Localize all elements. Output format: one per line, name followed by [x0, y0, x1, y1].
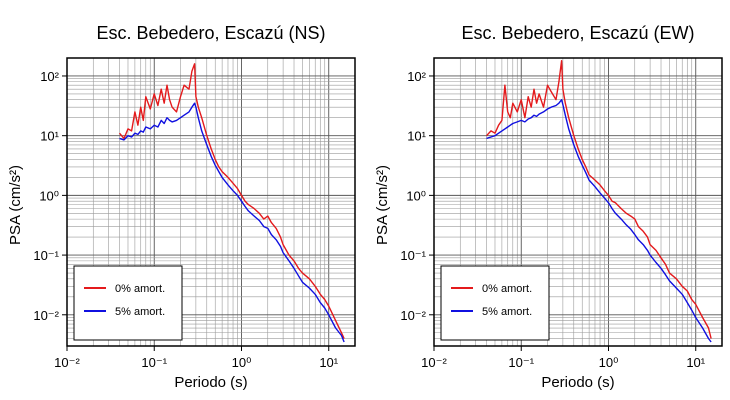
x-axis-label: Periodo (s)	[174, 374, 247, 391]
legend-box	[440, 265, 550, 341]
legend-label-1: 5% amort.	[482, 306, 532, 318]
y-tick-label: 10⁰	[406, 188, 426, 203]
plot-frame	[433, 57, 723, 347]
y-tick-label: 10⁻¹	[33, 248, 59, 263]
y-axis-label: PSA (cm/s²)	[7, 165, 24, 245]
chart-panel-ew: Esc. Bebedero, Escazú (EW) 10⁻² 10⁻¹ 10⁰ 10…	[374, 23, 723, 391]
y-tick-label: 10²	[407, 69, 426, 84]
y-tick-label: 10¹	[40, 129, 59, 144]
series-line-1	[486, 98, 712, 343]
series-group	[118, 63, 345, 343]
chart-title: Esc. Bebedero, Escazú (NS)	[96, 23, 325, 43]
legend-box	[73, 265, 183, 341]
x-tick-label: 10¹	[319, 355, 338, 370]
x-axis-label: Periodo (s)	[541, 374, 614, 391]
y-tick-label: 10¹	[407, 129, 426, 144]
x-tick-label: 10⁻¹	[141, 355, 167, 370]
tick-group: 10⁻² 10⁻¹ 10⁰ 10¹ 10⁻² 10⁻¹ 10⁰ 10¹ 10²	[33, 69, 338, 370]
chart-title: Esc. Bebedero, Escazú (EW)	[461, 23, 694, 43]
x-tick-label: 10⁰	[232, 355, 252, 370]
series-line-0	[485, 60, 712, 339]
x-tick-label: 10⁻²	[54, 355, 80, 370]
y-tick-label: 10⁰	[39, 188, 59, 203]
legend-label-0: 0% amort.	[482, 283, 532, 295]
chart-panel-ns: Esc. Bebedero, Escazú (NS) 10⁻² 10⁻¹ 10⁰ 10…	[7, 23, 356, 391]
y-tick-label: 10⁻¹	[400, 248, 426, 263]
plot-frame	[66, 57, 356, 347]
legend: 0% amort. 5% amort.	[440, 265, 550, 341]
series-line-0	[118, 63, 345, 339]
x-tick-label: 10⁻¹	[508, 355, 534, 370]
series-group	[485, 60, 712, 343]
legend-label-0: 0% amort.	[115, 283, 165, 295]
tick-group: 10⁻² 10⁻¹ 10⁰ 10¹ 10⁻² 10⁻¹ 10⁰ 10¹ 10²	[400, 69, 705, 370]
x-tick-label: 10⁰	[599, 355, 619, 370]
legend-label-1: 5% amort.	[115, 306, 165, 318]
x-tick-label: 10¹	[686, 355, 705, 370]
y-axis-label: PSA (cm/s²)	[374, 165, 391, 245]
y-tick-label: 10⁻²	[400, 308, 426, 323]
y-tick-label: 10²	[40, 69, 59, 84]
x-tick-label: 10⁻²	[421, 355, 447, 370]
legend: 0% amort. 5% amort.	[73, 265, 183, 341]
y-tick-label: 10⁻²	[33, 308, 59, 323]
series-line-1	[119, 102, 345, 343]
